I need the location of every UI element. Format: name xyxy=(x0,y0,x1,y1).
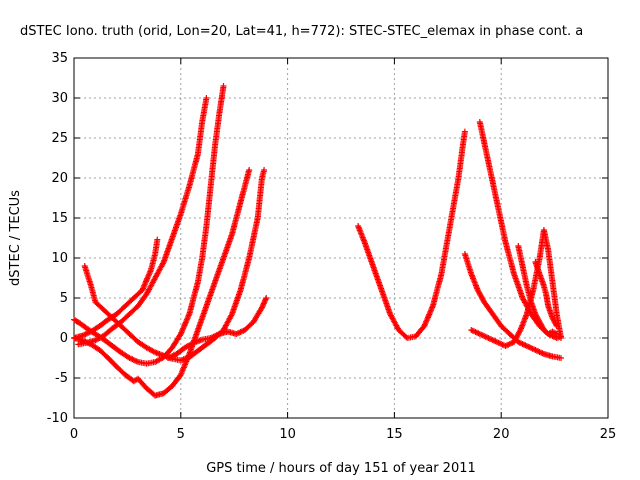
series-markers xyxy=(355,128,468,341)
data-series-7 xyxy=(355,128,468,341)
series-markers xyxy=(71,167,253,399)
series-markers xyxy=(71,236,161,341)
x-tick-label: 10 xyxy=(279,427,296,442)
y-tick-label: -10 xyxy=(47,411,68,426)
data-layer xyxy=(71,83,564,399)
data-series-12 xyxy=(532,259,560,329)
x-tick-label: 20 xyxy=(493,427,510,442)
plot-frame xyxy=(73,57,609,419)
data-series-1 xyxy=(71,83,227,367)
y-tick-label: 15 xyxy=(51,211,68,226)
chart-title: dSTEC Iono. truth (orid, Lon=20, Lat=41,… xyxy=(20,24,583,39)
data-series-11 xyxy=(515,243,560,337)
y-tick-label: 20 xyxy=(51,171,68,186)
y-axis-label: dSTEC / TECUs xyxy=(8,190,23,286)
data-series-3 xyxy=(81,167,268,364)
x-tick-label: 25 xyxy=(600,427,617,442)
axis-ticks: 0 5 10 15 20 25 -10 -5 0 5 10 15 20 25 30 35 xyxy=(47,51,617,442)
data-series-5 xyxy=(75,95,210,348)
x-tick-label: 0 xyxy=(70,427,78,442)
x-tick-label: 15 xyxy=(386,427,403,442)
x-tick-label: 5 xyxy=(177,427,185,442)
series-markers xyxy=(515,243,560,337)
series-markers xyxy=(532,259,560,329)
x-axis-label: GPS time / hours of day 151 of year 2011 xyxy=(206,461,476,476)
y-tick-label: 5 xyxy=(60,291,68,306)
y-tick-label: 0 xyxy=(60,331,68,346)
data-series-6 xyxy=(165,295,270,361)
data-series-4 xyxy=(71,236,161,341)
y-tick-label: 25 xyxy=(51,131,68,146)
y-tick-label: -5 xyxy=(55,371,68,386)
series-markers xyxy=(75,95,210,348)
data-series-2 xyxy=(71,167,253,399)
series-markers xyxy=(81,167,268,364)
series-markers xyxy=(165,295,270,361)
y-tick-label: 30 xyxy=(51,91,68,106)
y-tick-label: 10 xyxy=(51,251,68,266)
series-markers xyxy=(71,83,227,367)
y-tick-label: 35 xyxy=(51,51,68,66)
